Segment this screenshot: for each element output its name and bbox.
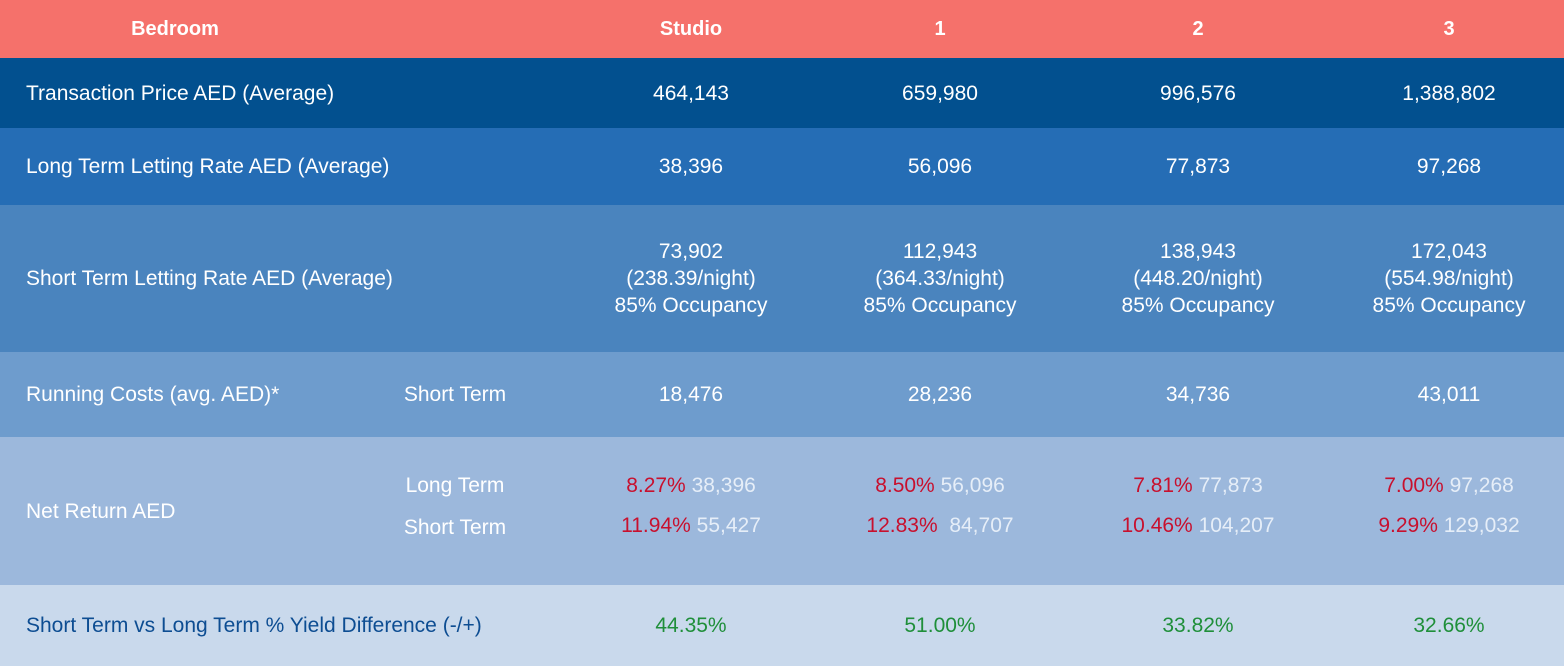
yield-difference-1: 51.00% bbox=[904, 614, 976, 637]
net-return-short-pct: 11.94% bbox=[621, 513, 691, 537]
header-bedroom: Bedroom bbox=[131, 17, 219, 40]
long-term-letting-row: Long Term Letting Rate AED (Average) 38,… bbox=[0, 128, 1564, 205]
net-return-short-pct: 9.29% bbox=[1378, 513, 1438, 537]
net-return-long-amount: 38,396 bbox=[691, 473, 756, 497]
net-return-sublabel-short: Short Term bbox=[403, 515, 507, 539]
long-term-letting-3: 97,268 bbox=[1416, 155, 1482, 178]
header-3-bedroom: 3 bbox=[1443, 17, 1455, 40]
yield-difference-2: 33.82% bbox=[1162, 614, 1234, 637]
net-return-sublabel-long: Long Term bbox=[405, 473, 505, 497]
net-return-short-amount: 84,707 bbox=[949, 513, 1014, 537]
net-return-short-pct: 12.83% bbox=[866, 513, 938, 537]
short-term-letting-2: 138,943 (448.20/night) 85% Occupancy bbox=[1078, 205, 1318, 352]
short-term-occupancy: 85% Occupancy bbox=[863, 294, 1017, 317]
running-costs-row: Running Costs (avg. AED)* Short Term 18,… bbox=[0, 352, 1564, 437]
short-term-letting-row: Short Term Letting Rate AED (Average) 73… bbox=[0, 205, 1564, 352]
yield-difference-row: Short Term vs Long Term % Yield Differen… bbox=[0, 585, 1564, 666]
header-2-bedroom: 2 bbox=[1192, 17, 1204, 40]
short-term-occupancy: 85% Occupancy bbox=[614, 294, 768, 317]
yield-difference-studio: 44.35% bbox=[655, 614, 727, 637]
running-costs-label: Running Costs (avg. AED)* bbox=[26, 383, 280, 406]
running-costs-studio: 18,476 bbox=[658, 383, 724, 406]
net-return-long-pct: 8.50% bbox=[875, 473, 935, 497]
short-term-nightly: (238.39/night) bbox=[626, 267, 756, 290]
long-term-letting-label: Long Term Letting Rate AED (Average) bbox=[26, 155, 390, 178]
transaction-price-row: Transaction Price AED (Average) 464,143 … bbox=[0, 58, 1564, 128]
transaction-price-1: 659,980 bbox=[902, 81, 978, 105]
transaction-price-2: 996,576 bbox=[1160, 81, 1236, 105]
transaction-price-3: 1,388,802 bbox=[1402, 81, 1496, 105]
running-costs-3: 43,011 bbox=[1417, 383, 1481, 406]
net-return-short-amount: 129,032 bbox=[1443, 513, 1520, 537]
header-row: Bedroom Studio 1 2 3 bbox=[0, 0, 1564, 58]
running-costs-2: 34,736 bbox=[1165, 383, 1231, 406]
net-return-label: Net Return AED bbox=[26, 499, 176, 523]
net-return-long-pct: 7.00% bbox=[1384, 473, 1444, 497]
yield-difference-label: Short Term vs Long Term % Yield Differen… bbox=[26, 614, 482, 637]
short-term-nightly: (364.33/night) bbox=[875, 267, 1005, 290]
short-term-value: 172,043 bbox=[1411, 240, 1487, 263]
short-term-letting-studio: 73,902 (238.39/night) 85% Occupancy bbox=[571, 205, 811, 352]
short-term-occupancy: 85% Occupancy bbox=[1372, 294, 1526, 317]
net-return-short-1: 12.83% 84,707 bbox=[820, 510, 1060, 540]
net-return-long-studio: 8.27% 38,396 bbox=[571, 470, 811, 500]
net-return-long-amount: 77,873 bbox=[1198, 473, 1263, 497]
long-term-letting-1: 56,096 bbox=[907, 155, 973, 178]
running-costs-1: 28,236 bbox=[907, 383, 973, 406]
header-1-bedroom: 1 bbox=[934, 17, 946, 40]
net-return-short-amount: 55,427 bbox=[696, 513, 761, 537]
short-term-letting-label: Short Term Letting Rate AED (Average) bbox=[26, 267, 393, 290]
net-return-long-1: 8.50% 56,096 bbox=[820, 470, 1060, 500]
net-return-long-pct: 8.27% bbox=[626, 473, 686, 497]
short-term-letting-1: 112,943 (364.33/night) 85% Occupancy bbox=[820, 205, 1060, 352]
short-term-nightly: (554.98/night) bbox=[1384, 267, 1514, 290]
long-term-letting-2: 77,873 bbox=[1165, 155, 1231, 178]
long-term-letting-studio: 38,396 bbox=[658, 155, 724, 178]
transaction-price-studio: 464,143 bbox=[653, 81, 729, 105]
net-return-short-studio: 11.94% 55,427 bbox=[571, 510, 811, 540]
net-return-long-2: 7.81% 77,873 bbox=[1078, 470, 1318, 500]
transaction-price-label: Transaction Price AED (Average) bbox=[26, 81, 335, 105]
yield-difference-3: 32.66% bbox=[1413, 614, 1485, 637]
net-return-long-amount: 97,268 bbox=[1449, 473, 1514, 497]
running-costs-sublabel: Short Term bbox=[403, 383, 507, 406]
net-return-short-pct: 10.46% bbox=[1121, 513, 1193, 537]
short-term-letting-3: 172,043 (554.98/night) 85% Occupancy bbox=[1329, 205, 1564, 352]
short-term-value: 73,902 bbox=[658, 240, 724, 263]
short-term-value: 138,943 bbox=[1160, 240, 1236, 263]
header-studio: Studio bbox=[659, 17, 723, 40]
short-term-nightly: (448.20/night) bbox=[1133, 267, 1263, 290]
net-return-long-pct: 7.81% bbox=[1133, 473, 1193, 497]
net-return-long-amount: 56,096 bbox=[940, 473, 1005, 497]
net-return-short-3: 9.29% 129,032 bbox=[1329, 510, 1564, 540]
net-return-row: Net Return AED Long Term Short Term 8.27… bbox=[0, 437, 1564, 585]
net-return-long-3: 7.00% 97,268 bbox=[1329, 470, 1564, 500]
net-return-short-2: 10.46% 104,207 bbox=[1078, 510, 1318, 540]
short-term-value: 112,943 bbox=[902, 240, 978, 263]
net-return-short-amount: 104,207 bbox=[1198, 513, 1275, 537]
short-term-occupancy: 85% Occupancy bbox=[1121, 294, 1275, 317]
